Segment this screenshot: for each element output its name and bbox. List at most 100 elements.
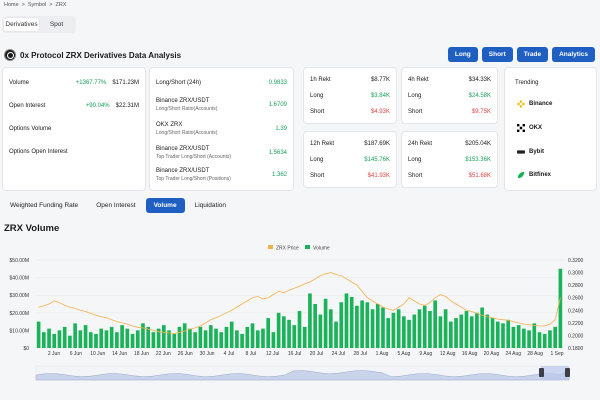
volume-bar xyxy=(167,330,171,348)
rekt-long-value: $153.36K xyxy=(465,157,491,163)
short-button[interactable]: Short xyxy=(481,47,513,62)
volume-bar xyxy=(381,307,385,348)
trending-item-bitfinex[interactable]: Bitfinex xyxy=(517,171,551,179)
bybit-icon xyxy=(517,150,525,154)
trade-button[interactable]: Trade xyxy=(516,47,549,62)
rekt-period: 1h Rekt xyxy=(310,77,331,83)
overview-label: Options Open Interest xyxy=(9,149,68,155)
volume-bar xyxy=(391,312,396,348)
volume-bar xyxy=(193,332,197,348)
volume-bar xyxy=(156,328,161,348)
volume-bar xyxy=(57,330,62,348)
overview-row: Options Volume xyxy=(9,126,139,132)
volume-bar xyxy=(68,335,72,348)
y2-axis-tick-label: 0.3200 xyxy=(568,258,584,264)
volume-bar xyxy=(428,311,432,348)
ratio-value: 1.5634 xyxy=(268,150,287,156)
volume-bar xyxy=(188,328,192,348)
trending-item-binance[interactable]: Binance xyxy=(517,100,552,108)
volume-bar xyxy=(120,325,124,348)
tab-open-interest[interactable]: Open Interest xyxy=(96,202,136,209)
volume-bar xyxy=(287,319,291,348)
range-slider-handle[interactable] xyxy=(539,368,544,377)
ratio-label: Binance ZRX/USDT xyxy=(156,168,210,174)
volume-bar xyxy=(490,318,495,348)
y-axis-tick-label: $20.00M xyxy=(10,311,29,317)
x-axis-tick-label: 20 Aug xyxy=(484,351,500,357)
volume-bar xyxy=(42,332,46,348)
x-axis-tick-label: 1 Sep xyxy=(550,351,563,357)
volume-bar xyxy=(422,305,427,348)
volume-bar xyxy=(339,302,344,348)
volume-bar xyxy=(532,323,537,348)
breadcrumb-symbol[interactable]: Symbol xyxy=(27,2,47,8)
volume-bar xyxy=(240,333,244,348)
volume-bar xyxy=(224,326,229,348)
breadcrumb-home[interactable]: Home xyxy=(4,2,19,8)
tab-spot[interactable]: Spot xyxy=(49,21,64,28)
volume-bar xyxy=(516,325,521,348)
volume-bar xyxy=(553,326,557,348)
volume-bar xyxy=(302,326,307,348)
tab-liquidation[interactable]: Liquidation xyxy=(194,202,227,209)
rekt-long-value: $145.76K xyxy=(364,157,390,163)
rekt-short-label: Short xyxy=(310,109,325,115)
ratio-sublabel: Top Trader Long/Short (Positions) xyxy=(156,176,231,182)
rekt-short-value: $4.93K xyxy=(370,109,390,115)
volume-bar xyxy=(375,304,380,348)
volume-bar xyxy=(558,268,563,348)
trending-item-label: Bybit xyxy=(529,149,544,155)
volume-bar xyxy=(198,326,203,348)
volume-bar xyxy=(313,304,317,348)
y-axis-tick-label: $0 xyxy=(23,346,29,352)
ratio-value: 1.362 xyxy=(271,172,287,178)
analytics-button[interactable]: Analytics xyxy=(552,47,595,62)
volume-bar xyxy=(104,330,109,348)
tab-derivatives[interactable]: Derivatives xyxy=(4,18,39,31)
tab-weighted-funding-rate[interactable]: Weighted Funding Rate xyxy=(10,202,79,209)
bitfinex-icon xyxy=(517,171,525,179)
x-axis-tick-label: 8 Jul xyxy=(246,351,257,357)
volume-bar xyxy=(402,316,406,348)
x-axis-tick-label: 1 Aug xyxy=(376,351,389,357)
x-axis-tick-label: 22 Jun xyxy=(156,351,171,357)
y2-axis-tick-label: 0.2400 xyxy=(568,308,584,314)
overview-label: Options Volume xyxy=(9,126,52,132)
x-axis-tick-label: 5 Aug xyxy=(398,351,411,357)
volume-bar xyxy=(495,321,500,348)
tab-volume[interactable]: Volume xyxy=(145,198,185,213)
volume-bar xyxy=(125,328,130,348)
volume-bar xyxy=(469,316,474,348)
volume-bar xyxy=(99,328,104,348)
breadcrumb-separator: > xyxy=(49,2,53,8)
volume-chart[interactable]: ZRX Price Volume $0 $10.00M $20.00M $30.00M $4… xyxy=(0,235,600,400)
volume-bar xyxy=(438,316,443,348)
volume-bar xyxy=(73,323,77,348)
range-slider-handle[interactable] xyxy=(565,368,570,377)
overview-label: Open Interest xyxy=(9,103,46,109)
volume-bar xyxy=(62,326,67,348)
y2-axis-tick-label: 0.2000 xyxy=(568,333,584,339)
trending-item-bybit[interactable]: Bybit xyxy=(517,148,544,156)
volume-bar xyxy=(527,330,531,348)
x-axis-tick-label: 16 Aug xyxy=(462,351,478,357)
volume-bar xyxy=(52,333,57,348)
volume-bar xyxy=(78,330,83,348)
ratio-sublabel: Top Trader Long/Short (Accounts) xyxy=(156,154,232,160)
volume-bar xyxy=(308,293,312,348)
volume-bar xyxy=(229,321,234,348)
ratio-row: Binance ZRX/USDT Top Trader Long/Short (P… xyxy=(156,168,287,182)
ratio-label: Binance ZRX/USDT xyxy=(156,146,210,152)
y2-axis-tick-label: 0.1800 xyxy=(568,346,584,352)
volume-bar xyxy=(172,333,177,348)
trending-item-okx[interactable]: OKX xyxy=(517,124,542,132)
rekt-long-label: Long xyxy=(310,93,324,99)
long-button[interactable]: Long xyxy=(447,47,478,62)
volume-bar xyxy=(464,311,469,348)
rekt-short-value: $51.68K xyxy=(468,173,491,179)
y2-axis-tick-label: 0.2200 xyxy=(568,321,584,327)
volume-bar xyxy=(235,330,239,348)
y-axis-tick-label: $30.00M xyxy=(10,293,29,299)
action-buttons: Long Short Trade Analytics xyxy=(447,47,595,62)
breadcrumb-current: ZRX xyxy=(55,2,67,8)
